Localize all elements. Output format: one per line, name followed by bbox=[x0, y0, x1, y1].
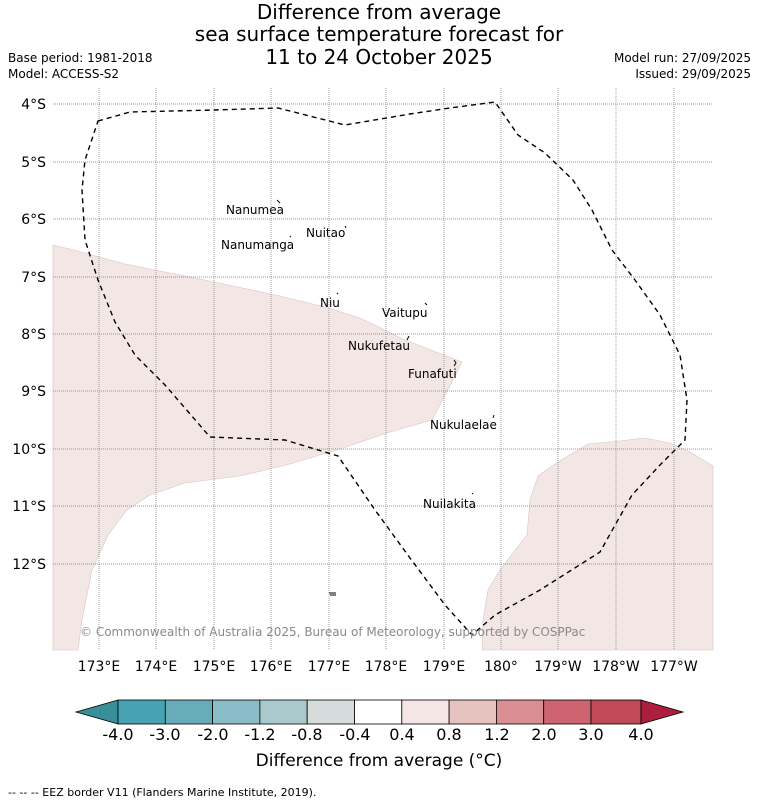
colorbar-segment-7 bbox=[401, 699, 450, 725]
nuitao-island-mark bbox=[344, 225, 347, 229]
colorbar-tick-2: -3.0 bbox=[149, 725, 180, 744]
nanumanga-island-mark bbox=[289, 235, 292, 238]
lon-label-173e: 173°E bbox=[78, 659, 121, 675]
colorbar-tick-5: -0.8 bbox=[291, 725, 322, 744]
colorbar-label: Difference from average (°C) bbox=[255, 751, 503, 771]
colorbar-tick-11: 3.0 bbox=[578, 725, 603, 744]
title-line-2: sea surface temperature forecast for bbox=[194, 22, 564, 46]
lat-label-6s: 6°S bbox=[21, 212, 46, 228]
eez-border bbox=[81, 101, 688, 636]
colorbar-segment-11 bbox=[590, 699, 642, 725]
eez-footnote: -- -- -- EEZ border V11 (Flanders Marine… bbox=[8, 786, 317, 799]
vaitupu-island-mark bbox=[424, 302, 428, 306]
lat-label-12s: 12°S bbox=[12, 557, 46, 573]
colorbar-tick-7: 0.4 bbox=[389, 725, 414, 744]
lat-label-9s: 9°S bbox=[21, 384, 46, 400]
colorbar bbox=[74, 699, 685, 725]
issued-date: Issued: 29/09/2025 bbox=[635, 67, 751, 81]
nukulaelae-island-mark bbox=[492, 414, 495, 419]
colorbar-segment-5 bbox=[306, 699, 355, 725]
anomaly-region-southeast bbox=[481, 437, 714, 651]
lat-label-10s: 10°S bbox=[12, 442, 46, 458]
lon-label-174e: 174°E bbox=[135, 659, 178, 675]
title-line-3: 11 to 24 October 2025 bbox=[265, 45, 493, 69]
lat-label-8s: 8°S bbox=[21, 327, 46, 343]
nuilakita-island-mark bbox=[471, 492, 474, 495]
colorbar-segment-3 bbox=[212, 699, 261, 725]
colorbar-tick-12: 4.0 bbox=[628, 725, 653, 744]
lat-label-7s: 7°S bbox=[21, 270, 46, 286]
colorbar-tick-6: -0.4 bbox=[339, 725, 370, 744]
nanumea-island-mark bbox=[276, 199, 281, 204]
colorbar-tick-8: 0.8 bbox=[436, 725, 461, 744]
island-label-funafuti: Funafuti bbox=[408, 367, 457, 381]
colorbar-tick-10: 2.0 bbox=[531, 725, 556, 744]
model-run: Model run: 27/09/2025 bbox=[613, 51, 751, 65]
colorbar-tick-9: 1.2 bbox=[484, 725, 509, 744]
model-name: Model: ACCESS-S2 bbox=[8, 67, 120, 81]
colorbar-segment-8 bbox=[448, 699, 497, 725]
funafuti-island-mark bbox=[453, 359, 457, 367]
latitude-gridlines bbox=[53, 103, 713, 565]
colorbar-segment-1 bbox=[117, 699, 166, 725]
title-line-1: Difference from average bbox=[256, 0, 502, 24]
lon-label-177e: 177°E bbox=[308, 659, 351, 675]
lat-label-4s: 4°S bbox=[21, 97, 46, 113]
niu-island-mark bbox=[336, 292, 339, 295]
lon-label-178e: 178°E bbox=[365, 659, 408, 675]
island-label-nukulaelae: Nukulaelae bbox=[430, 418, 497, 432]
island-label-nuitao: Nuitao bbox=[306, 226, 345, 240]
island-label-nanumanga: Nanumanga bbox=[221, 238, 294, 252]
lon-label-176e: 176°E bbox=[250, 659, 293, 675]
lat-label-11s: 11°S bbox=[12, 499, 46, 515]
base-period: Base period: 1981-2018 bbox=[8, 51, 153, 65]
colorbar-segment-4 bbox=[259, 699, 308, 725]
colorbar-extend-high bbox=[640, 699, 685, 725]
lon-label-179e: 179°E bbox=[423, 659, 466, 675]
colorbar-segment-9 bbox=[495, 699, 545, 725]
colorbar-tick-1: -4.0 bbox=[102, 725, 133, 744]
colorbar-segment-6 bbox=[354, 699, 403, 725]
longitude-gridlines bbox=[98, 88, 675, 650]
lon-label-179w: 179°W bbox=[534, 659, 582, 675]
copyright-notice: © Commonwealth of Australia 2025, Bureau… bbox=[80, 625, 585, 639]
island-label-nanumea: Nanumea bbox=[226, 203, 284, 217]
island-label-nukufetau: Nukufetau bbox=[348, 339, 410, 353]
lat-label-5s: 5°S bbox=[21, 155, 46, 171]
lon-label-177w: 177°W bbox=[650, 659, 698, 675]
island-label-nuilakita: Nuilakita bbox=[423, 497, 476, 511]
island-label-vaitupu: Vaitupu bbox=[382, 306, 428, 320]
island-label-niu: Niu bbox=[320, 296, 340, 310]
lon-label-180: 180° bbox=[484, 659, 518, 675]
anomaly-region-west bbox=[52, 244, 463, 651]
lon-label-178w: 178°W bbox=[592, 659, 640, 675]
colorbar-extend-low bbox=[74, 699, 119, 725]
colorbar-segment-2 bbox=[164, 699, 214, 725]
colorbar-tick-4: -1.2 bbox=[244, 725, 275, 744]
lon-label-175e: 175°E bbox=[193, 659, 236, 675]
colorbar-tick-3: -2.0 bbox=[197, 725, 228, 744]
island-marks bbox=[276, 199, 495, 596]
colorbar-segment-10 bbox=[543, 699, 592, 725]
nukufetau-island-mark bbox=[406, 335, 410, 341]
reef-island-mark bbox=[329, 592, 336, 596]
